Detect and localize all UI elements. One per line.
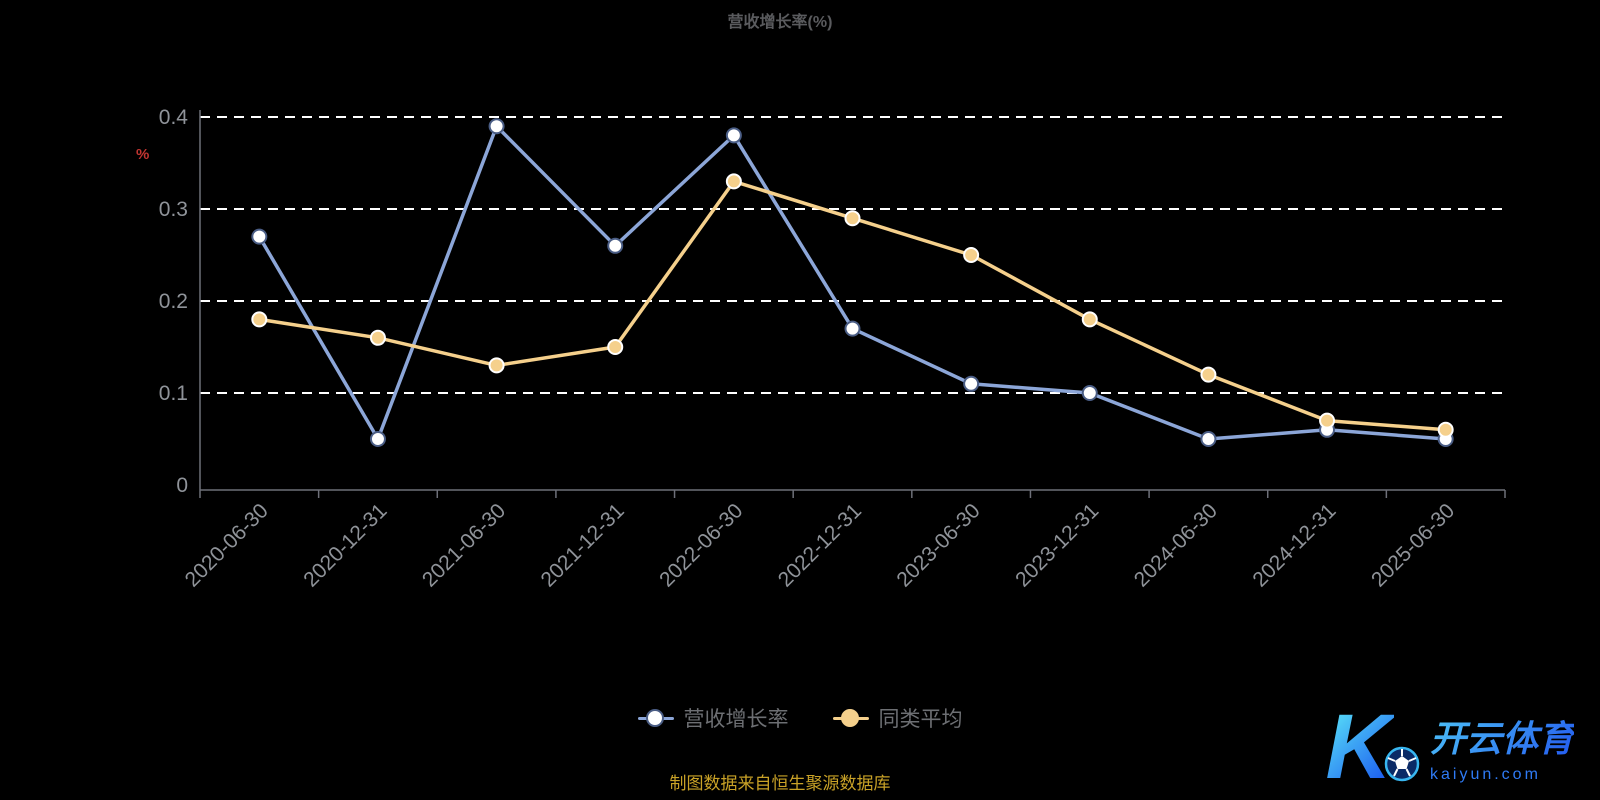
data-point-marker [963, 247, 980, 263]
x-tick-label: 2021-12-31 [537, 499, 629, 591]
y-tick-label: 0 [176, 474, 188, 497]
kaiyun-domain: kaiyun.com [1429, 765, 1541, 783]
y-axis-unit-label: % [136, 146, 150, 163]
x-tick-label: 2020-12-31 [299, 499, 391, 591]
soccer-ball-icon [1384, 746, 1420, 782]
kaiyun-logo-letter: K [1325, 695, 1392, 798]
y-tick-label: 0.4 [159, 106, 189, 129]
line-circle-legend-icon [832, 709, 869, 727]
x-tick-label: 2024-12-31 [1248, 499, 1340, 591]
x-tick-label: 2022-06-30 [655, 499, 747, 591]
kaiyun-logo[interactable]: K 开云体育 kaiyun.com [1325, 695, 1574, 798]
y-tick-label: 0.1 [159, 382, 188, 405]
x-tick-label: 2023-06-30 [892, 499, 984, 591]
x-tick-label: 2020-06-30 [181, 499, 273, 591]
x-tick-label: 2025-06-30 [1367, 499, 1459, 591]
data-point-marker [1200, 431, 1217, 447]
data-point-marker [725, 127, 742, 144]
data-point-marker [1081, 311, 1098, 328]
data-point-marker [488, 118, 505, 135]
data-point-marker [251, 228, 268, 245]
kaiyun-brand-name: 开云体育 [1430, 710, 1574, 762]
data-point-marker [488, 357, 505, 374]
legend-item-revenue-growth[interactable]: 营收增长率 [637, 703, 789, 733]
data-point-marker [607, 339, 624, 355]
data-point-marker [844, 320, 861, 337]
data-point-marker [1437, 421, 1454, 438]
data-point-marker [1200, 366, 1217, 383]
data-point-marker [369, 431, 386, 447]
data-point-marker [844, 210, 861, 227]
y-tick-label: 0.2 [159, 290, 188, 313]
data-point-marker [1319, 412, 1336, 429]
data-point-marker [251, 311, 268, 328]
legend-item-peer-average[interactable]: 同类平均 [832, 703, 963, 733]
legend-label: 同类平均 [878, 708, 963, 731]
y-tick-label: 0.3 [159, 198, 188, 221]
data-source-note: 制图数据来自恒生聚源数据库 [669, 774, 891, 793]
x-tick-label: 2022-12-31 [774, 499, 866, 591]
data-point-marker [963, 375, 980, 392]
line-chart: 0 0.1 0.2 0.3 0.4 2020-06-30 2020-12-31 2021-06… [159, 106, 1506, 591]
x-tick-label: 2021-06-30 [418, 499, 510, 591]
data-point-marker [369, 329, 386, 346]
x-tick-label: 2024-06-30 [1130, 499, 1222, 591]
data-point-marker [1081, 385, 1098, 401]
chart-legend: 营收增长率 同类平均 [0, 703, 1600, 733]
data-point-marker [725, 173, 742, 190]
chart-title: 营收增长率(%) [727, 14, 833, 31]
data-point-marker [607, 237, 624, 254]
x-tick-label: 2023-12-31 [1011, 499, 1103, 591]
legend-label: 营收增长率 [683, 708, 789, 731]
line-circle-legend-icon [637, 709, 674, 727]
kaiyun-logo-text: 开云体育 kaiyun.com [1430, 710, 1574, 784]
